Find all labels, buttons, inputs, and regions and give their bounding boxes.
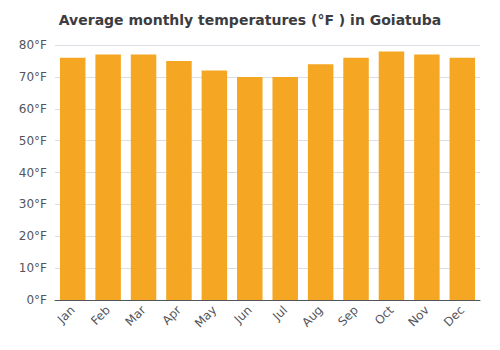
svg-text:May: May [192, 303, 219, 330]
svg-text:40°F: 40°F [19, 166, 47, 180]
svg-text:Jul: Jul [269, 303, 290, 324]
svg-text:10°F: 10°F [19, 261, 47, 275]
svg-text:20°F: 20°F [19, 229, 47, 243]
svg-text:Aug: Aug [299, 303, 325, 329]
svg-text:Sep: Sep [335, 303, 361, 329]
svg-text:Jan: Jan [54, 303, 78, 327]
svg-text:80°F: 80°F [19, 38, 47, 52]
svg-text:Jun: Jun [231, 303, 255, 327]
svg-text:Nov: Nov [405, 303, 431, 329]
svg-text:60°F: 60°F [19, 102, 47, 116]
svg-text:0°F: 0°F [26, 293, 47, 307]
svg-text:Feb: Feb [88, 303, 113, 328]
svg-text:50°F: 50°F [19, 134, 47, 148]
svg-text:30°F: 30°F [19, 197, 47, 211]
svg-text:Oct: Oct [372, 303, 397, 328]
svg-text:Apr: Apr [159, 303, 184, 328]
svg-text:70°F: 70°F [19, 70, 47, 84]
svg-text:Average monthly temperatures (: Average monthly temperatures (°F ) in Go… [59, 12, 441, 28]
svg-text:Mar: Mar [123, 303, 149, 329]
svg-text:Dec: Dec [441, 303, 467, 329]
